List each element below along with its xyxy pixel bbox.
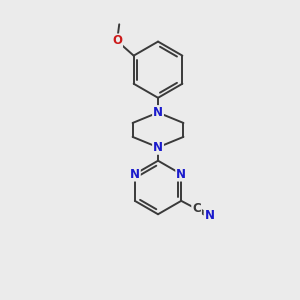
Text: N: N [153, 106, 163, 119]
Text: N: N [205, 209, 214, 222]
Text: N: N [153, 141, 163, 154]
Text: N: N [176, 168, 186, 181]
Text: O: O [112, 34, 122, 47]
Text: N: N [130, 168, 140, 181]
Text: C: C [192, 202, 201, 215]
